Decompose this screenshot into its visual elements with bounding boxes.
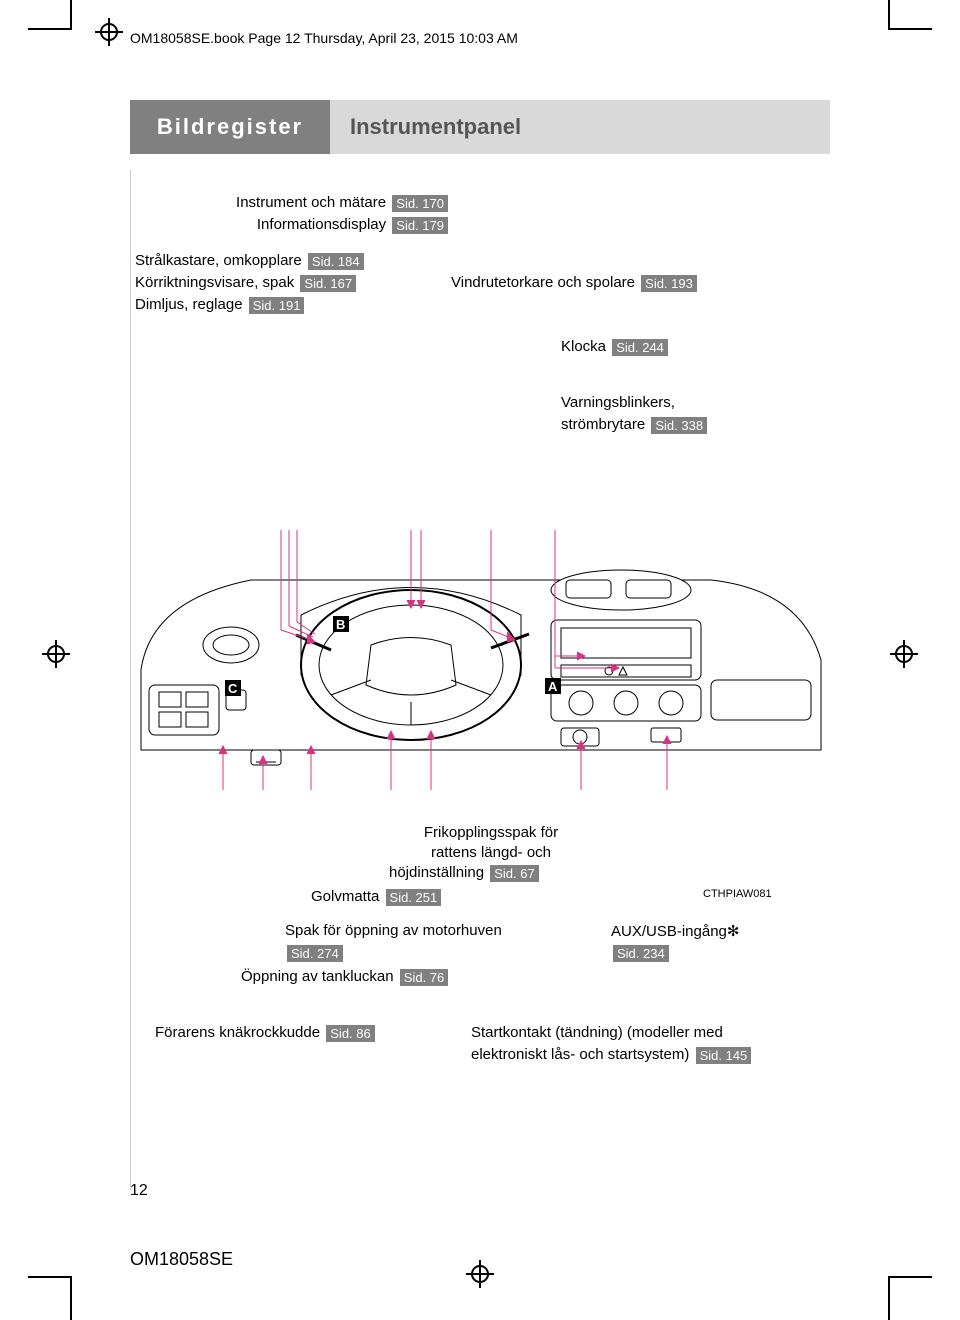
crop-mark [888,28,932,30]
crop-mark [888,1276,890,1320]
sid-tag: Sid. 338 [651,417,707,434]
sid-tag: Sid. 170 [392,195,448,212]
crop-mark [28,28,72,30]
reg-mark [466,1260,494,1288]
label-start-1: Startkontakt (tändning) (modeller med [471,1024,723,1041]
sid-tag: Sid. 184 [308,253,364,270]
sid-tag: Sid. 67 [490,865,538,882]
crop-mark [70,0,72,30]
sid-tag: Sid. 76 [400,969,448,986]
label-floor-mat: Golvmatta [311,888,379,905]
page-number: 12 [130,1182,148,1200]
crop-mark [888,0,890,30]
crop-mark [28,1276,72,1278]
sid-tag: Sid. 167 [300,275,356,292]
label-tilt-1: Frikopplingsspak för [424,824,558,841]
reg-mark [42,640,70,668]
label-tilt-2: rattens längd- och [431,844,551,861]
crop-mark [70,1276,72,1320]
crop-mark [888,1276,932,1278]
sid-tag: Sid. 234 [613,945,669,962]
sid-tag: Sid. 251 [386,889,442,906]
sid-tag: Sid. 193 [641,275,697,292]
label-info-display: Informationsdisplay [257,216,386,233]
document-header: OM18058SE.book Page 12 Thursday, April 2… [130,30,518,46]
label-tilt-3: höjdinställning [389,864,484,881]
reg-mark [890,640,918,668]
sid-tag: Sid. 145 [696,1047,752,1064]
label-hazard-1: Varningsblinkers, [561,394,675,411]
label-knee: Förarens knäkrockkudde [155,1024,320,1041]
sid-tag: Sid. 244 [612,339,668,356]
label-turn-signal: Körriktningsvisare, spak [135,274,294,291]
label-hazard-2: strömbrytare [561,416,645,433]
page-content: OM18058SE.book Page 12 Thursday, April 2… [130,30,830,1230]
section-title: Bildregister [130,100,330,154]
diagram-code: CTHPIAW081 [703,888,772,900]
label-fog: Dimljus, reglage [135,296,243,313]
label-instrument: Instrument och mätare [236,194,386,211]
diagram-letter-a: A [548,679,558,694]
label-headlight: Strålkastare, omkopplare [135,252,302,269]
label-aux: AUX/USB-ingång✻ [611,923,739,940]
page-title: Instrumentpanel [330,100,830,154]
dashboard-diagram: B C A [131,530,830,790]
label-wiper: Vindrutetorkare och spolare [451,274,635,291]
label-fuel: Öppning av tankluckan [241,968,394,985]
footer-code: OM18058SE [130,1249,233,1270]
diagram-letter-b: B [336,617,345,632]
label-start-2: elektroniskt lås- och startsystem) [471,1046,689,1063]
content-frame: Instrument och mätare Sid. 170 Informati… [130,170,830,1190]
diagram-letter-c: C [228,681,238,696]
title-bar: Bildregister Instrumentpanel [130,100,830,154]
sid-tag: Sid. 86 [326,1025,374,1042]
sid-tag: Sid. 179 [392,217,448,234]
sid-tag: Sid. 191 [249,297,305,314]
sid-tag: Sid. 274 [287,945,343,962]
label-clock: Klocka [561,338,606,355]
label-hood-1: Spak för öppning av motorhuven [285,922,502,939]
reg-mark [95,18,123,46]
